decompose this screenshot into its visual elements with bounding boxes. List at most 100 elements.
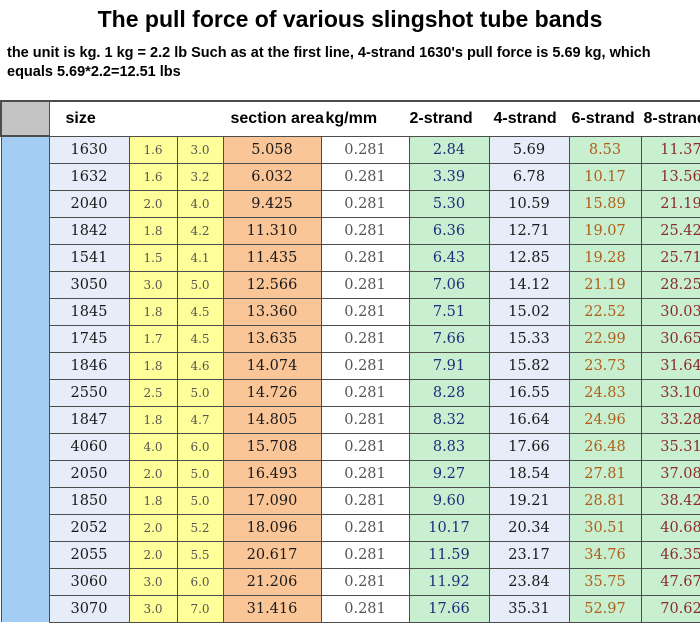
row-side-cell [0, 217, 50, 244]
cell-2-strand: 11.59 [408, 540, 490, 569]
cell-dim-b: 6.0 [176, 432, 224, 461]
cell-6-strand: 28.81 [568, 486, 642, 515]
cell-6-strand: 52.97 [568, 594, 642, 623]
cell-size: 1846 [48, 351, 130, 380]
cell-dim-b: 4.7 [176, 405, 224, 434]
cell-4-strand: 23.17 [488, 540, 570, 569]
cell-4-strand: 6.78 [488, 162, 570, 191]
header-size: size [48, 100, 224, 137]
row-side-cell [0, 136, 50, 163]
cell-6-strand: 19.07 [568, 216, 642, 245]
cell-4-strand: 10.59 [488, 189, 570, 218]
cell-kg-per-mm: 0.281 [320, 594, 410, 623]
cell-dim-a: 2.0 [128, 540, 178, 569]
cell-dim-a: 1.8 [128, 216, 178, 245]
cell-kg-per-mm: 0.281 [320, 243, 410, 272]
cell-4-strand: 19.21 [488, 486, 570, 515]
cell-4-strand: 5.69 [488, 135, 570, 164]
cell-section-area: 5.058 [222, 135, 322, 164]
cell-section-area: 31.416 [222, 594, 322, 623]
cell-4-strand: 15.82 [488, 351, 570, 380]
row-side-cell [0, 487, 50, 514]
cell-6-strand: 10.17 [568, 162, 642, 191]
row-side-cell [0, 568, 50, 595]
cell-6-strand: 24.83 [568, 378, 642, 407]
pull-force-table: size section area kg/mm 2-strand 4-stran… [0, 100, 700, 623]
cell-2-strand: 8.28 [408, 378, 490, 407]
cell-size: 1632 [48, 162, 130, 191]
cell-section-area: 13.635 [222, 324, 322, 353]
cell-dim-b: 5.5 [176, 540, 224, 569]
table-row: 1541 1.5 4.1 11.435 0.281 6.43 12.85 19.28 25.71 [0, 243, 700, 272]
cell-dim-b: 3.2 [176, 162, 224, 191]
cell-kg-per-mm: 0.281 [320, 324, 410, 353]
cell-dim-a: 3.0 [128, 270, 178, 299]
cell-dim-a: 4.0 [128, 432, 178, 461]
cell-dim-b: 4.6 [176, 351, 224, 380]
cell-6-strand: 8.53 [568, 135, 642, 164]
cell-4-strand: 14.12 [488, 270, 570, 299]
cell-2-strand: 11.92 [408, 567, 490, 596]
cell-size: 2052 [48, 513, 130, 542]
cell-kg-per-mm: 0.281 [320, 270, 410, 299]
cell-size: 1541 [48, 243, 130, 272]
cell-2-strand: 7.51 [408, 297, 490, 326]
cell-4-strand: 16.64 [488, 405, 570, 434]
cell-6-strand: 26.48 [568, 432, 642, 461]
cell-8-strand: 38.42 [640, 486, 700, 515]
cell-6-strand: 21.19 [568, 270, 642, 299]
row-side-cell [0, 163, 50, 190]
cell-4-strand: 35.31 [488, 594, 570, 623]
cell-section-area: 14.726 [222, 378, 322, 407]
unit-note: the unit is kg. 1 kg = 2.2 lb Such as at… [7, 45, 651, 80]
header-6-strand: 6-strand [568, 100, 642, 137]
cell-dim-b: 4.2 [176, 216, 224, 245]
table-row: 3050 3.0 5.0 12.566 0.281 7.06 14.12 21.19 28.25 [0, 270, 700, 299]
cell-dim-a: 2.0 [128, 459, 178, 488]
table-row: 1630 1.6 3.0 5.058 0.281 2.84 5.69 8.53 11.37 [0, 135, 700, 164]
cell-dim-b: 4.0 [176, 189, 224, 218]
row-side-cell [0, 298, 50, 325]
cell-8-strand: 25.42 [640, 216, 700, 245]
table-row: 1845 1.8 4.5 13.360 0.281 7.51 15.02 22.52 30.03 [0, 297, 700, 326]
cell-size: 1850 [48, 486, 130, 515]
cell-size: 1847 [48, 405, 130, 434]
cell-4-strand: 18.54 [488, 459, 570, 488]
cell-size: 3070 [48, 594, 130, 623]
row-side-cell [0, 460, 50, 487]
cell-8-strand: 33.10 [640, 378, 700, 407]
cell-dim-a: 1.8 [128, 405, 178, 434]
cell-section-area: 14.805 [222, 405, 322, 434]
table-row: 4060 4.0 6.0 15.708 0.281 8.83 17.66 26.48 35.31 [0, 432, 700, 461]
cell-section-area: 6.032 [222, 162, 322, 191]
cell-6-strand: 23.73 [568, 351, 642, 380]
cell-size: 1630 [48, 135, 130, 164]
table-row: 1847 1.8 4.7 14.805 0.281 8.32 16.64 24.96 33.28 [0, 405, 700, 434]
cell-dim-b: 5.0 [176, 486, 224, 515]
cell-2-strand: 6.43 [408, 243, 490, 272]
cell-size: 2040 [48, 189, 130, 218]
cell-size: 3060 [48, 567, 130, 596]
cell-2-strand: 6.36 [408, 216, 490, 245]
row-side-cell [0, 379, 50, 406]
table-row: 2052 2.0 5.2 18.096 0.281 10.17 20.34 30.51 40.6… [0, 513, 700, 542]
cell-size: 2050 [48, 459, 130, 488]
row-side-cell [0, 244, 50, 271]
cell-section-area: 13.360 [222, 297, 322, 326]
cell-dim-a: 2.5 [128, 378, 178, 407]
cell-8-strand: 30.03 [640, 297, 700, 326]
cell-4-strand: 15.02 [488, 297, 570, 326]
cell-dim-a: 1.8 [128, 351, 178, 380]
cell-kg-per-mm: 0.281 [320, 405, 410, 434]
cell-kg-per-mm: 0.281 [320, 297, 410, 326]
cell-size: 2550 [48, 378, 130, 407]
cell-2-strand: 7.91 [408, 351, 490, 380]
table-row: 3060 3.0 6.0 21.206 0.281 11.92 23.84 35.75 47.6… [0, 567, 700, 596]
cell-size: 2055 [48, 540, 130, 569]
cell-dim-b: 6.0 [176, 567, 224, 596]
cell-section-area: 14.074 [222, 351, 322, 380]
cell-8-strand: 31.64 [640, 351, 700, 380]
cell-8-strand: 70.62 [640, 594, 700, 623]
cell-2-strand: 8.83 [408, 432, 490, 461]
cell-dim-b: 4.5 [176, 324, 224, 353]
